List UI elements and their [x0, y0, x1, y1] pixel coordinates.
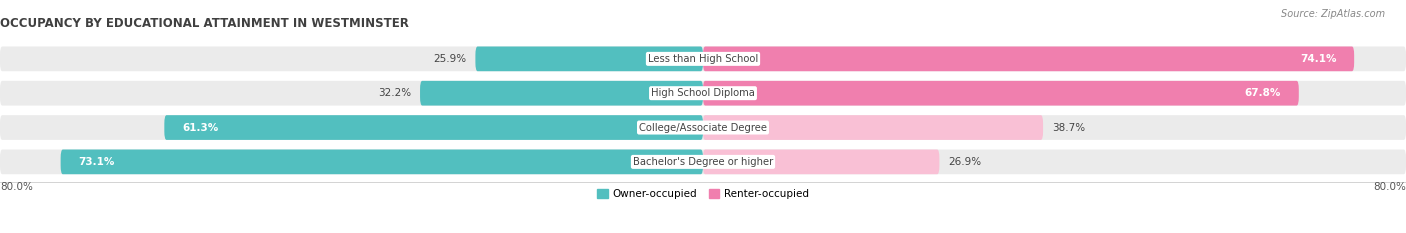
Text: 74.1%: 74.1%	[1301, 54, 1337, 64]
FancyBboxPatch shape	[60, 150, 703, 174]
Text: Source: ZipAtlas.com: Source: ZipAtlas.com	[1281, 9, 1385, 19]
FancyBboxPatch shape	[165, 115, 703, 140]
Text: Bachelor's Degree or higher: Bachelor's Degree or higher	[633, 157, 773, 167]
Text: 80.0%: 80.0%	[0, 182, 32, 192]
FancyBboxPatch shape	[0, 115, 1406, 140]
Text: 38.7%: 38.7%	[1052, 123, 1085, 133]
Text: OCCUPANCY BY EDUCATIONAL ATTAINMENT IN WESTMINSTER: OCCUPANCY BY EDUCATIONAL ATTAINMENT IN W…	[0, 17, 409, 30]
FancyBboxPatch shape	[0, 47, 1406, 71]
FancyBboxPatch shape	[703, 47, 1354, 71]
Text: 25.9%: 25.9%	[433, 54, 467, 64]
Text: 32.2%: 32.2%	[378, 88, 412, 98]
Text: Less than High School: Less than High School	[648, 54, 758, 64]
Text: 26.9%: 26.9%	[948, 157, 981, 167]
FancyBboxPatch shape	[0, 81, 1406, 106]
FancyBboxPatch shape	[420, 81, 703, 106]
Text: 73.1%: 73.1%	[79, 157, 114, 167]
Text: High School Diploma: High School Diploma	[651, 88, 755, 98]
FancyBboxPatch shape	[0, 150, 1406, 174]
Text: 67.8%: 67.8%	[1244, 88, 1281, 98]
FancyBboxPatch shape	[703, 150, 939, 174]
Text: 61.3%: 61.3%	[181, 123, 218, 133]
Legend: Owner-occupied, Renter-occupied: Owner-occupied, Renter-occupied	[598, 189, 808, 199]
FancyBboxPatch shape	[703, 81, 1299, 106]
Text: 80.0%: 80.0%	[1374, 182, 1406, 192]
FancyBboxPatch shape	[475, 47, 703, 71]
FancyBboxPatch shape	[703, 115, 1043, 140]
Text: College/Associate Degree: College/Associate Degree	[638, 123, 768, 133]
